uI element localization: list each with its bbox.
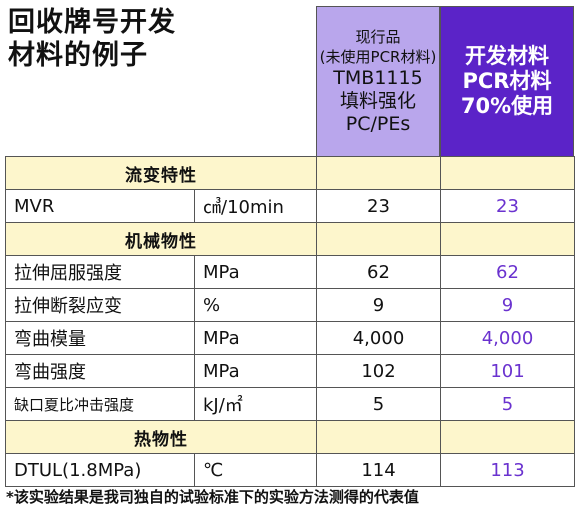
developed-header-line-1: 开发材料 — [465, 44, 549, 68]
current-value: 5 — [316, 387, 441, 421]
properties-table: 流变特性 MVR ㎤/10min 23 23 机械物性 拉伸屈服强度 MPa 6… — [5, 156, 575, 487]
section-filler-cell — [440, 420, 575, 454]
current-value: 23 — [316, 189, 441, 223]
property-unit: % — [194, 288, 317, 322]
current-header-line-3: TMB1115 — [333, 67, 423, 89]
title-line-2: 材料的例子 — [8, 40, 148, 71]
table-row: 缺口夏比冲击强度 kJ/㎡ 5 5 — [5, 387, 575, 421]
current-value: 102 — [316, 354, 441, 388]
table-row: 拉伸屈服强度 MPa 62 62 — [5, 255, 575, 289]
table-row: MVR ㎤/10min 23 23 — [5, 189, 575, 223]
section-row-rheology: 流变特性 — [5, 156, 575, 190]
developed-material-header: 开发材料 PCR材料 70%使用 — [440, 6, 574, 156]
property-unit: ㎤/10min — [194, 189, 317, 223]
section-row-mechanical: 机械物性 — [5, 222, 575, 256]
developed-header-line-2: PCR材料 — [462, 69, 552, 93]
table-row: DTUL(1.8MPa) ℃ 114 113 — [5, 453, 575, 487]
property-unit: MPa — [194, 255, 317, 289]
current-value: 4,000 — [316, 321, 441, 355]
page-title: 回收牌号开发 材料的例子 — [8, 6, 308, 72]
property-unit: MPa — [194, 321, 317, 355]
property-unit: kJ/㎡ — [194, 387, 317, 421]
current-header-line-2: (未使用PCR材料) — [319, 48, 437, 66]
developed-value: 23 — [440, 189, 575, 223]
title-line-1: 回收牌号开发 — [8, 7, 176, 38]
developed-value: 101 — [440, 354, 575, 388]
property-name: 弯曲强度 — [5, 354, 195, 388]
current-header-line-4: 填料强化 — [339, 90, 416, 112]
property-unit: ℃ — [194, 453, 317, 487]
developed-value: 113 — [440, 453, 575, 487]
property-name: 拉伸屈服强度 — [5, 255, 195, 289]
property-unit: MPa — [194, 354, 317, 388]
section-filler-cell — [316, 156, 441, 190]
developed-value: 4,000 — [440, 321, 575, 355]
section-label: 机械物性 — [5, 222, 317, 256]
current-value: 62 — [316, 255, 441, 289]
footnote: *该实验结果是我司独自的试验标准下的实验方法测得的代表值 — [6, 488, 419, 506]
current-product-header: 现行品 (未使用PCR材料) TMB1115 填料强化 PC/PEs — [316, 6, 440, 156]
current-header-line-5: PC/PEs — [345, 113, 411, 135]
section-filler-cell — [440, 156, 575, 190]
property-name: MVR — [5, 189, 195, 223]
developed-value: 5 — [440, 387, 575, 421]
section-filler-cell — [440, 222, 575, 256]
table-row: 拉伸断裂应变 % 9 9 — [5, 288, 575, 322]
current-value: 114 — [316, 453, 441, 487]
section-row-thermal: 热物性 — [5, 420, 575, 454]
developed-value: 62 — [440, 255, 575, 289]
section-filler-cell — [316, 420, 441, 454]
property-name: DTUL(1.8MPa) — [5, 453, 195, 487]
section-label: 流变特性 — [5, 156, 317, 190]
current-value: 9 — [316, 288, 441, 322]
table-row: 弯曲模量 MPa 4,000 4,000 — [5, 321, 575, 355]
developed-header-line-3: 70%使用 — [460, 94, 554, 118]
property-name: 弯曲模量 — [5, 321, 195, 355]
table-row: 弯曲强度 MPa 102 101 — [5, 354, 575, 388]
section-label: 热物性 — [5, 420, 317, 454]
developed-value: 9 — [440, 288, 575, 322]
property-name: 拉伸断裂应变 — [5, 288, 195, 322]
current-header-line-1: 现行品 — [355, 28, 401, 46]
section-filler-cell — [316, 222, 441, 256]
property-name: 缺口夏比冲击强度 — [5, 387, 195, 421]
